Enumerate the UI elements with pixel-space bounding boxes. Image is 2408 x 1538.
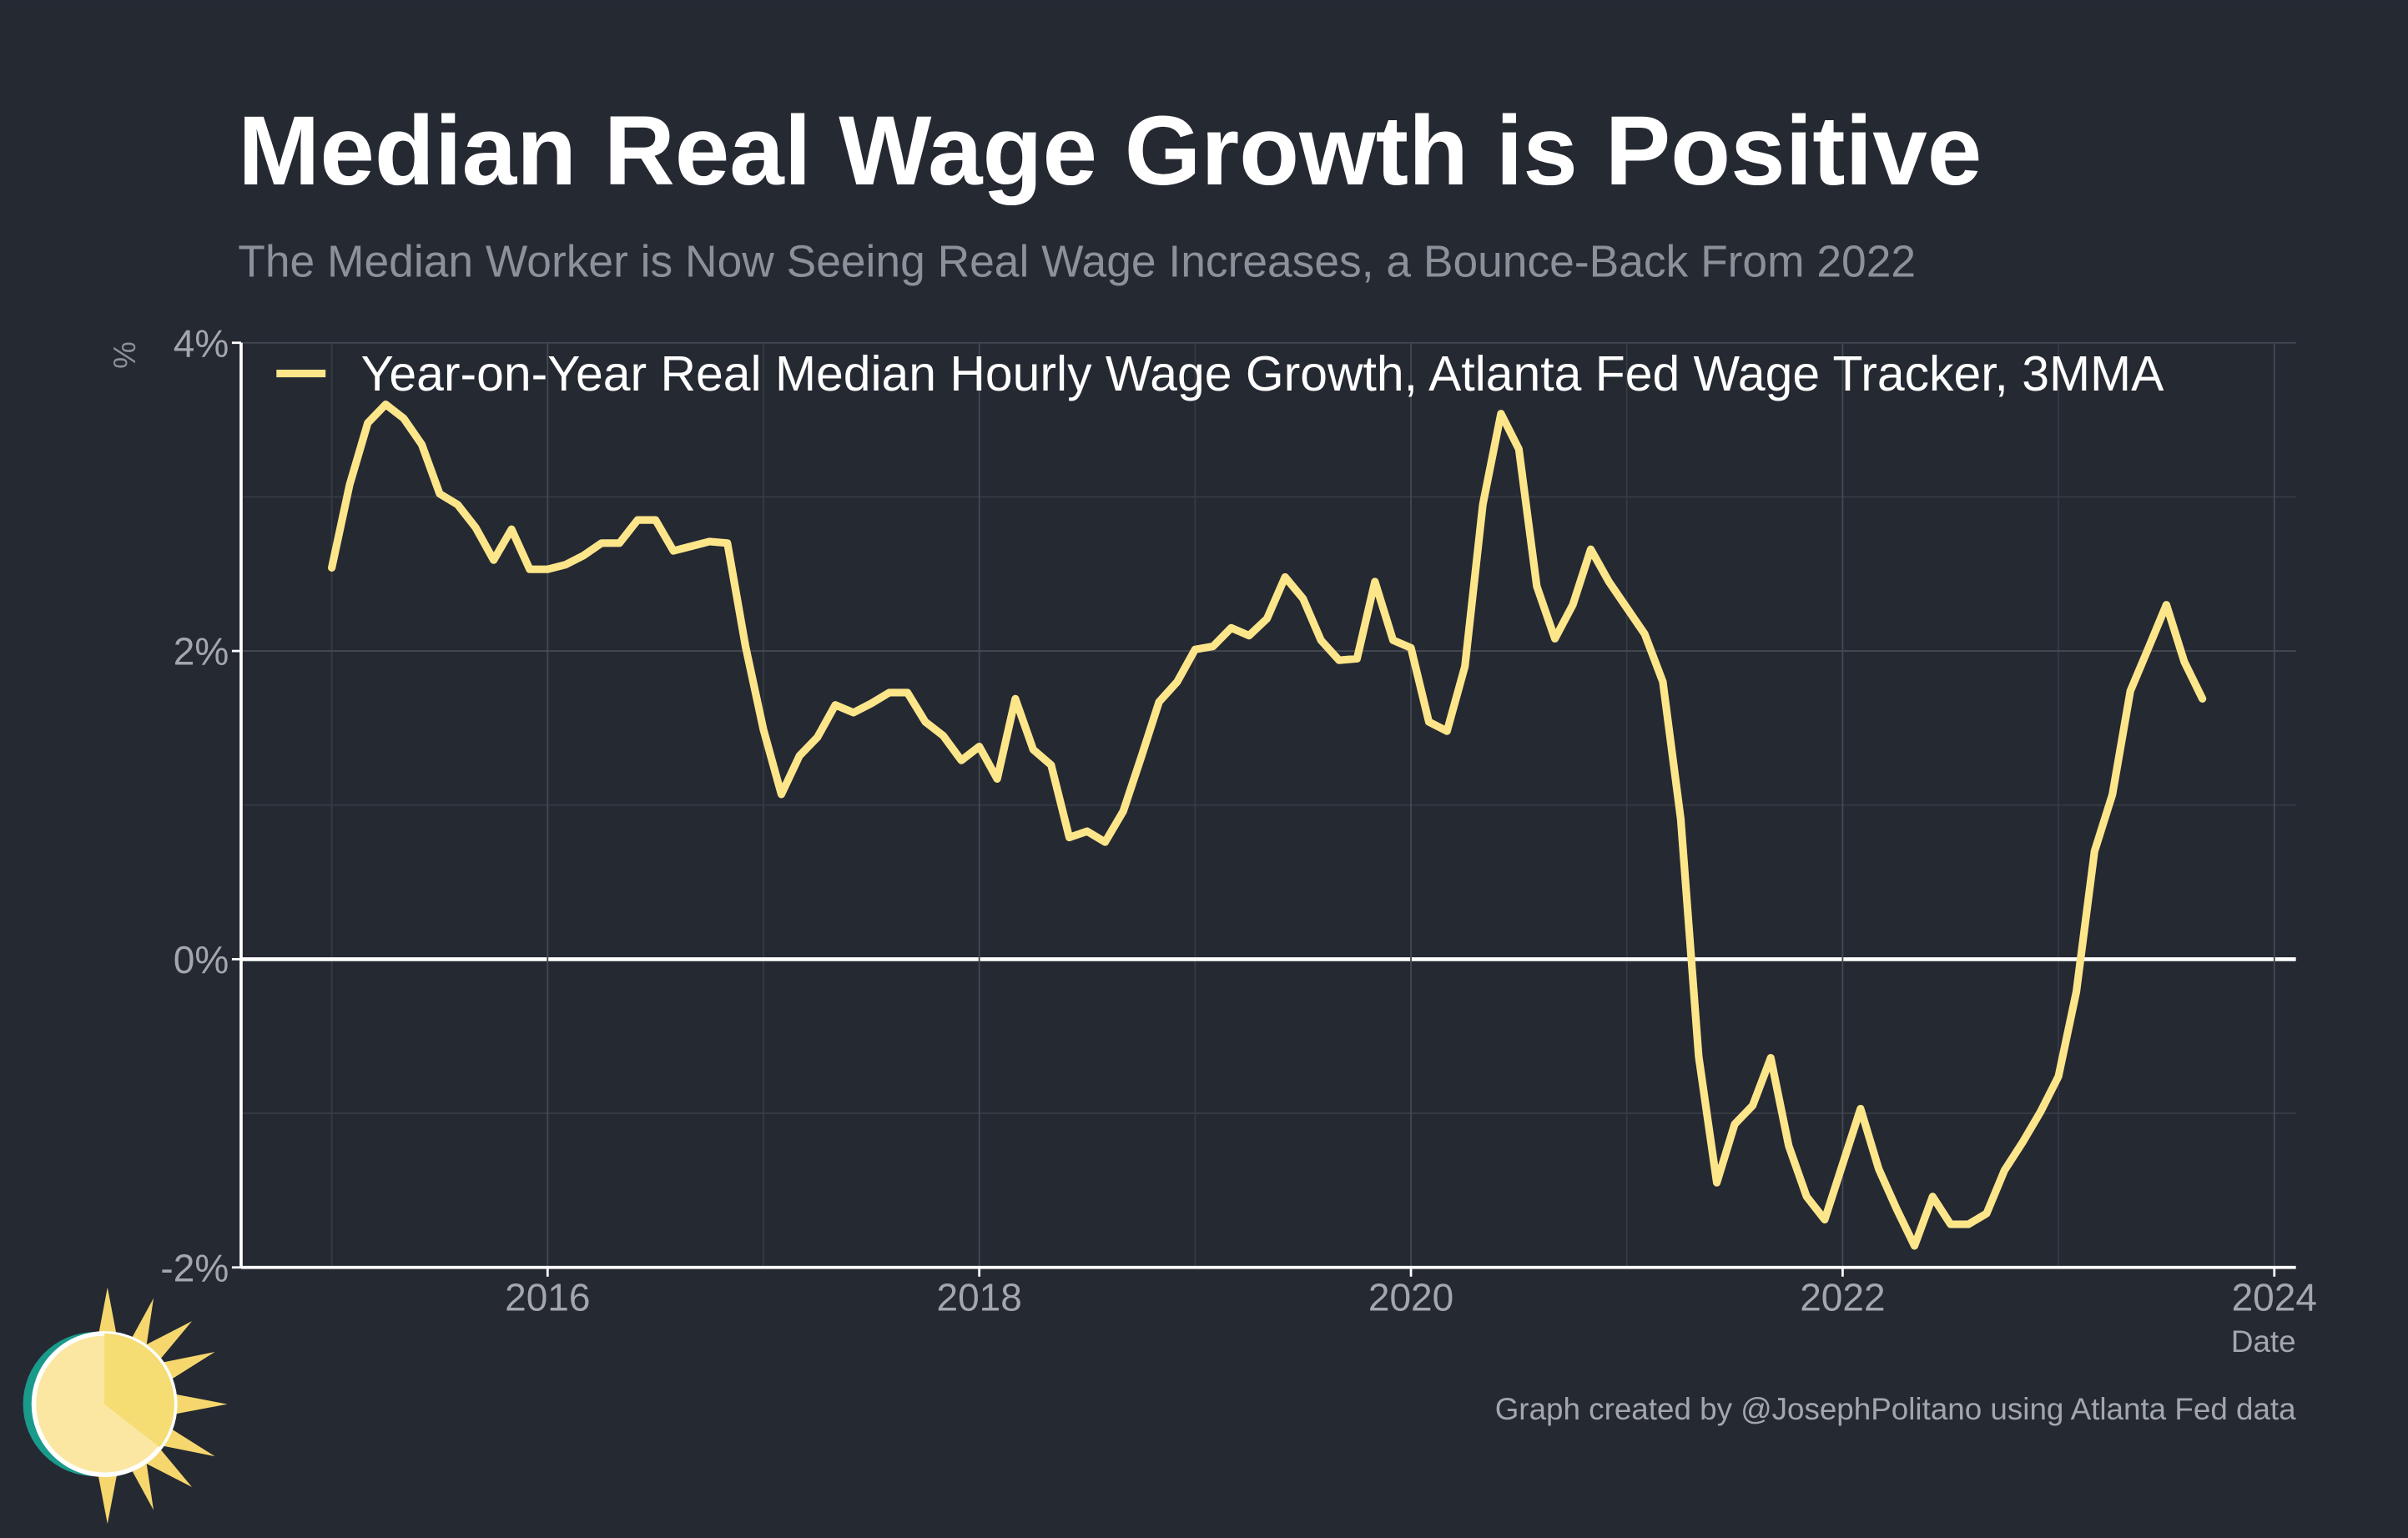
y-tick-label: 4%: [174, 321, 229, 365]
x-axis-label: Date: [2231, 1324, 2296, 1359]
x-tick-label: 2024: [2232, 1275, 2317, 1319]
plot-area: -2% 0% 2% 4% 2016 2018 2020 2022 2024 Year-on-Yea…: [160, 321, 2317, 1319]
y-tick-label: 0%: [174, 938, 229, 981]
chart-subtitle: The Median Worker is Now Seeing Real Wag…: [238, 238, 1916, 287]
x-tick-label: 2016: [505, 1275, 590, 1319]
y-tick-label: 2%: [174, 630, 229, 673]
data-line: [328, 401, 2207, 1250]
legend-label: Year-on-Year Real Median Hourly Wage Gro…: [361, 347, 2165, 401]
x-tick-label: 2018: [936, 1275, 1021, 1319]
y-axis-label: %: [108, 341, 142, 369]
x-tick-label: 2020: [1368, 1275, 1453, 1319]
y-tick-label: -2%: [160, 1246, 229, 1289]
logo: [23, 1287, 228, 1525]
credit: Graph created by @JosephPolitano using A…: [1495, 1392, 2296, 1426]
chart-title: Median Real Wage Growth is Positive: [238, 95, 1982, 205]
x-tick-label: 2022: [1800, 1275, 1885, 1319]
